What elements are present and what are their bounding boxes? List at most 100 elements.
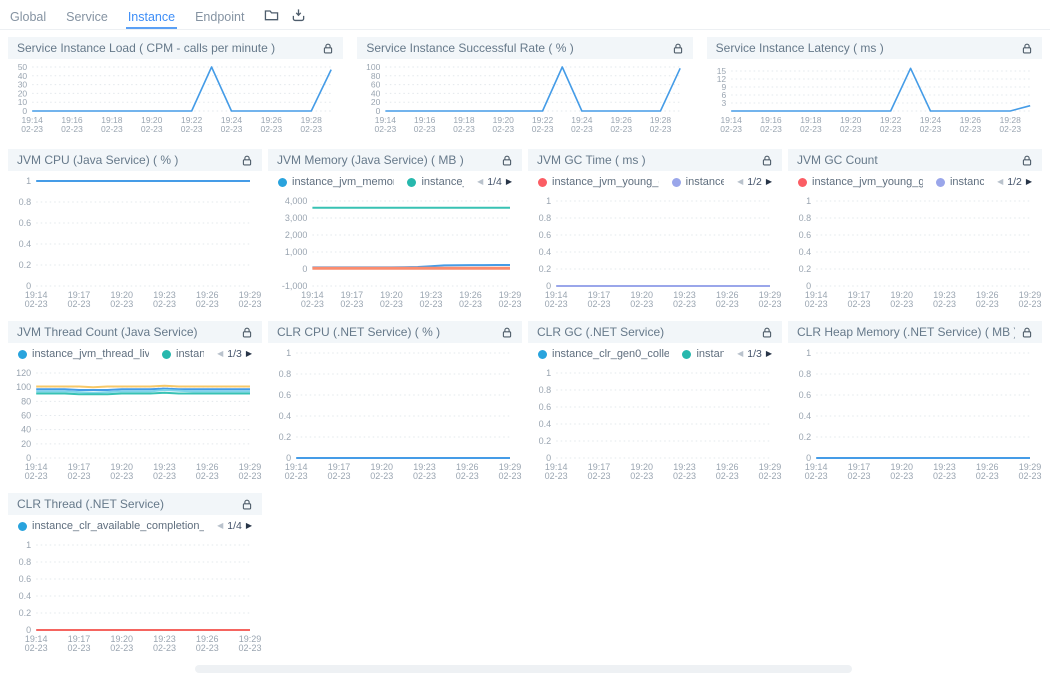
svg-text:19:24: 19:24 (572, 115, 594, 125)
legend-dot-icon (162, 349, 171, 359)
chart-canvas[interactable]: -1,00001,0002,0003,0004,00019:1402-2319:… (268, 191, 522, 313)
panel-clr-thread-net-service: CLR Thread (.NET Service) instance_clr_av… (8, 493, 262, 657)
legend-label: instance_jvm_memory_heap (292, 176, 395, 188)
svg-text:19:26: 19:26 (959, 115, 981, 125)
panel-header: JVM CPU (Java Service) ( % ) (8, 149, 262, 171)
lock-icon[interactable] (1021, 42, 1033, 55)
svg-text:0.4: 0.4 (799, 411, 812, 421)
svg-text:02-23: 02-23 (456, 471, 479, 481)
legend-next-icon[interactable]: ▶ (245, 349, 252, 358)
svg-text:19:28: 19:28 (301, 115, 323, 125)
lock-icon[interactable] (501, 154, 513, 167)
svg-text:02-23: 02-23 (110, 299, 133, 309)
legend-next-icon[interactable]: ▶ (505, 177, 512, 186)
legend-item[interactable]: instance_jvn (407, 176, 464, 188)
svg-text:30: 30 (18, 80, 28, 90)
legend-pagination: ◀ 1/4 ▶ (477, 176, 512, 188)
lock-icon[interactable] (761, 154, 773, 167)
svg-text:02-23: 02-23 (110, 643, 133, 653)
legend-next-icon[interactable]: ▶ (1025, 177, 1032, 186)
svg-text:19:29: 19:29 (499, 290, 522, 300)
svg-text:10: 10 (18, 97, 28, 107)
svg-text:02-23: 02-23 (805, 471, 828, 481)
svg-text:19:26: 19:26 (611, 115, 633, 125)
legend-label: instance_jvm_young_gc_count (812, 176, 923, 188)
svg-text:0: 0 (26, 625, 31, 635)
chart-canvas[interactable]: 00.20.40.60.8119:1402-2319:1702-2319:200… (788, 191, 1042, 313)
legend-prev-icon[interactable]: ◀ (217, 521, 224, 530)
svg-text:19:29: 19:29 (499, 462, 522, 472)
download-icon[interactable] (291, 8, 306, 22)
lock-icon[interactable] (241, 498, 253, 511)
svg-text:15: 15 (716, 66, 726, 76)
svg-text:19:23: 19:23 (933, 462, 956, 472)
svg-text:19:20: 19:20 (110, 634, 133, 644)
panel-header: Service Instance Load ( CPM - calls per … (8, 37, 344, 59)
legend-item[interactable]: instance (162, 348, 204, 360)
legend-item[interactable]: instance_clr_gen0_collect_count (538, 348, 669, 360)
svg-text:0.8: 0.8 (279, 369, 292, 379)
legend-prev-icon[interactable]: ◀ (477, 177, 484, 186)
chart-canvas[interactable]: 02040608010019:1402-2319:1602-2319:1802-… (357, 59, 692, 141)
legend-next-icon[interactable]: ▶ (765, 349, 772, 358)
legend-item[interactable]: instance_jv (671, 176, 724, 188)
svg-text:0: 0 (376, 106, 381, 116)
legend-item[interactable]: instance_clr_available_completion_port_t… (18, 520, 204, 532)
svg-text:0.8: 0.8 (19, 557, 32, 567)
chart-canvas[interactable]: 00.20.40.60.8119:1402-2319:1702-2319:200… (528, 363, 782, 485)
chart-canvas[interactable]: 00.20.40.60.8119:1402-2319:1702-2319:200… (268, 343, 522, 485)
folder-icon[interactable] (264, 8, 279, 22)
tab-service[interactable]: Service (66, 9, 108, 24)
svg-text:0.2: 0.2 (19, 608, 32, 618)
lock-icon[interactable] (322, 42, 334, 55)
svg-text:20: 20 (18, 88, 28, 98)
legend-item[interactable]: instance_jvm_thread_live_count (18, 348, 149, 360)
legend-item[interactable]: instance_jvm_memory_heap (278, 176, 394, 188)
lock-icon[interactable] (241, 326, 253, 339)
legend-next-icon[interactable]: ▶ (245, 521, 252, 530)
tab-endpoint[interactable]: Endpoint (195, 9, 245, 24)
chart-canvas[interactable]: 00.20.40.60.8119:1402-2319:1702-2319:200… (528, 191, 782, 313)
chart-canvas[interactable]: 369121519:1402-2319:1602-2319:1802-2319:… (707, 59, 1042, 141)
lock-icon[interactable] (1021, 154, 1033, 167)
chart-canvas[interactable]: 00.20.40.60.8119:1402-2319:1702-2319:200… (788, 343, 1042, 485)
svg-text:02-23: 02-23 (153, 299, 176, 309)
tab-instance[interactable]: Instance (125, 4, 178, 29)
legend-dot-icon (538, 349, 547, 359)
svg-text:19:14: 19:14 (25, 634, 48, 644)
svg-text:0.4: 0.4 (539, 247, 552, 257)
legend-item[interactable]: instance_jvm_young_gc_count (798, 176, 923, 188)
tab-global[interactable]: Global (10, 9, 47, 24)
panel-jvm-gc-time-ms: JVM GC Time ( ms ) instance_jvm_young_gc_… (528, 149, 782, 313)
svg-text:19:23: 19:23 (933, 290, 956, 300)
chart-legend: instance_jvm_young_gc_count instance_j ◀1/… (788, 171, 1042, 191)
svg-text:02-23: 02-23 (413, 471, 436, 481)
svg-text:1: 1 (286, 348, 291, 358)
chart-canvas[interactable]: 02040608010012019:1402-2319:1702-2319:20… (8, 363, 262, 485)
legend-prev-icon[interactable]: ◀ (217, 349, 224, 358)
lock-icon[interactable] (501, 326, 513, 339)
svg-text:20: 20 (21, 439, 31, 449)
legend-pagination: ◀ 1/2 ▶ (997, 176, 1032, 188)
legend-prev-icon[interactable]: ◀ (997, 177, 1004, 186)
horizontal-scrollbar[interactable] (195, 665, 852, 673)
chart-canvas[interactable]: 00.20.40.60.8119:1402-2319:1702-2319:200… (8, 535, 262, 657)
chart-canvas[interactable]: 0102030405019:1402-2319:1602-2319:1802-2… (8, 59, 343, 141)
legend-item[interactable]: instance (682, 348, 724, 360)
svg-text:0.2: 0.2 (799, 432, 812, 442)
lock-icon[interactable] (241, 154, 253, 167)
legend-prev-icon[interactable]: ◀ (737, 349, 744, 358)
legend-prev-icon[interactable]: ◀ (737, 177, 744, 186)
legend-next-icon[interactable]: ▶ (765, 177, 772, 186)
lock-icon[interactable] (761, 326, 773, 339)
svg-text:1: 1 (26, 176, 31, 186)
svg-text:19:23: 19:23 (673, 462, 696, 472)
legend-item[interactable]: instance_jvm_young_gc_time (538, 176, 659, 188)
svg-text:19:28: 19:28 (999, 115, 1021, 125)
svg-text:02-23: 02-23 (933, 471, 956, 481)
lock-icon[interactable] (672, 42, 684, 55)
legend-item[interactable]: instance_j (935, 176, 984, 188)
lock-icon[interactable] (1021, 326, 1033, 339)
panel-header: Service Instance Successful Rate ( % ) (357, 37, 693, 59)
chart-canvas[interactable]: 00.20.40.60.8119:1402-2319:1702-2319:200… (8, 171, 262, 313)
